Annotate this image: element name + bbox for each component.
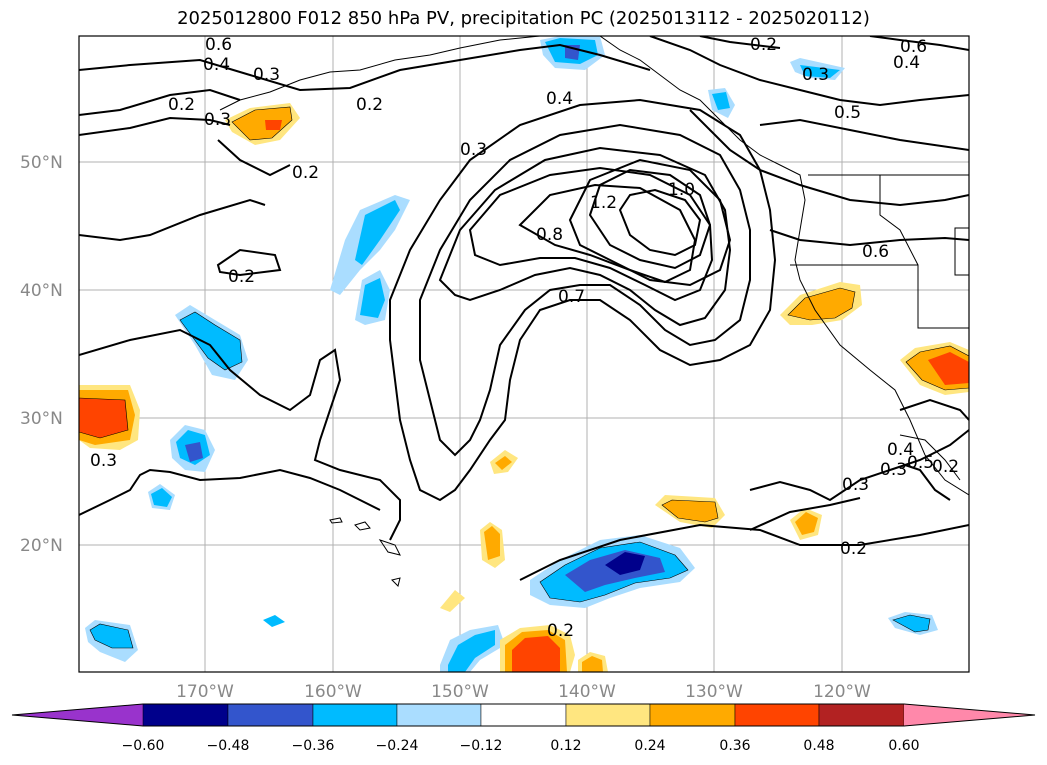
map-content: 0.6 0.4 0.3 0.2 0.3 0.2 0.2 0.2 0.4 0.3 … (79, 35, 969, 672)
contour-label: 0.2 (932, 457, 959, 477)
contour-label: 0.3 (90, 451, 117, 471)
lon-label-160w: 160°W (304, 682, 362, 702)
contour-label: 0.2 (840, 539, 867, 559)
contour-label: 0.3 (842, 475, 869, 495)
lat-label-30n: 30°N (20, 409, 63, 429)
contour-label: 0.2 (228, 267, 255, 287)
colorbar-extend-high (904, 704, 1035, 726)
contour-label: 0.3 (802, 65, 829, 85)
lon-label-140w: 140°W (558, 682, 616, 702)
contour-label: 0.8 (536, 225, 563, 245)
colorbar-tick-label: 0.48 (803, 738, 834, 754)
contour-label: 1.0 (668, 180, 695, 200)
lon-label-130w: 130°W (685, 682, 743, 702)
map-title: 2025012800 F012 850 hPa PV, precipitatio… (177, 8, 870, 29)
colorbar-segment (734, 703, 820, 727)
colorbar-tick-label: 0.36 (719, 738, 750, 754)
colorbar: −0.60 −0.48 −0.36 −0.24 −0.12 0.12 0.24 … (11, 703, 1036, 754)
lat-label-40n: 40°N (20, 281, 63, 301)
lat-label-20n: 20°N (20, 536, 63, 556)
contour-label: 0.2 (292, 163, 319, 183)
contour-label: 0.3 (880, 460, 907, 480)
contour-label: 0.2 (168, 95, 195, 115)
colorbar-segment (227, 703, 314, 727)
contour-label: 0.3 (460, 140, 487, 160)
map-frame (78, 35, 970, 673)
contour-label: 0.7 (558, 287, 585, 307)
fill-outlines (79, 106, 969, 649)
lon-label-120w: 120°W (813, 682, 871, 702)
lon-label-170w: 170°W (176, 682, 234, 702)
colorbar-tick-label: −0.36 (292, 738, 335, 754)
contour-label: 0.4 (546, 89, 573, 109)
colorbar-segment (649, 703, 736, 727)
contour-label: 0.3 (204, 110, 231, 130)
contour-label: 0.6 (900, 37, 927, 57)
colorbar-segment (312, 703, 398, 727)
colorbar-tick-label: −0.60 (122, 738, 165, 754)
contour-label: 0.4 (893, 53, 920, 73)
colorbar-segment (565, 703, 651, 727)
colorbar-tick-label: 0.24 (634, 738, 665, 754)
colorbar-segment (142, 703, 229, 727)
coastlines (219, 36, 969, 587)
contour-label: 0.4 (887, 440, 914, 460)
colorbar-tick-label: −0.48 (207, 738, 250, 754)
contour-label: 0.2 (356, 95, 383, 115)
contour-label: 0.6 (205, 35, 232, 55)
contour-label: 0.2 (547, 621, 574, 641)
lat-label-50n: 50°N (20, 153, 63, 173)
contour-label: 0.6 (862, 242, 889, 262)
pv-contours (79, 36, 969, 581)
colorbar-tick-label: −0.24 (376, 738, 419, 754)
contour-label: 0.5 (907, 453, 934, 473)
contour-labels: 0.6 0.4 0.3 0.2 0.3 0.2 0.2 0.2 0.4 0.3 … (90, 35, 959, 641)
colorbar-tick-label: 0.60 (888, 738, 919, 754)
contour-label: 0.3 (253, 65, 280, 85)
lon-label-150w: 150°W (431, 682, 489, 702)
colorbar-extend-low (12, 704, 143, 726)
contour-label: 0.4 (203, 55, 230, 75)
colorbar-tick-label: 0.12 (550, 738, 581, 754)
contour-label: 0.5 (834, 103, 861, 123)
contour-label: 1.2 (590, 193, 617, 213)
colorbar-segment (396, 703, 482, 727)
colorbar-segment (480, 703, 567, 727)
colorbar-segment (818, 703, 905, 727)
contour-label: 0.2 (750, 35, 777, 55)
colorbar-tick-label: −0.12 (460, 738, 503, 754)
colorbar-outline (11, 703, 1036, 727)
